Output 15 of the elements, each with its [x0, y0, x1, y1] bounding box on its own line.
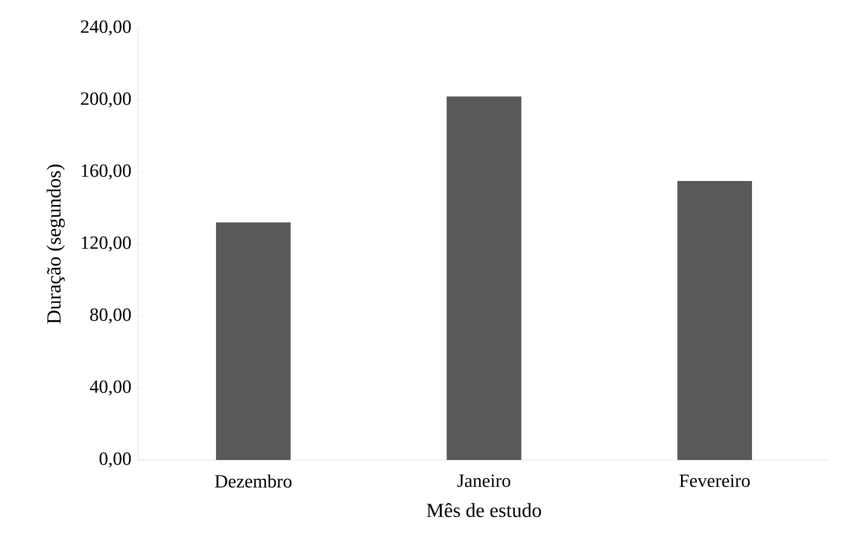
x-tick-label: Dezembro — [215, 474, 292, 488]
x-tick-label: Fevereiro — [679, 474, 750, 488]
y-tick-label: 0,00 — [100, 452, 131, 468]
y-tick-label: 160,00 — [82, 164, 131, 180]
y-tick-label: 40,00 — [90, 380, 131, 396]
bar — [216, 222, 291, 460]
y-tick-label: 200,00 — [81, 92, 131, 108]
y-tick-label: 80,00 — [90, 308, 131, 324]
y-tick-label: 120,00 — [82, 236, 131, 252]
x-tick-label: Janeiro — [457, 474, 510, 488]
x-axis-title: Mês de estudo — [426, 503, 542, 518]
y-tick-label: 240,00 — [81, 20, 131, 36]
y-axis-title: Duração (segundos) — [46, 164, 65, 324]
bar — [446, 96, 522, 460]
bar — [677, 181, 752, 460]
